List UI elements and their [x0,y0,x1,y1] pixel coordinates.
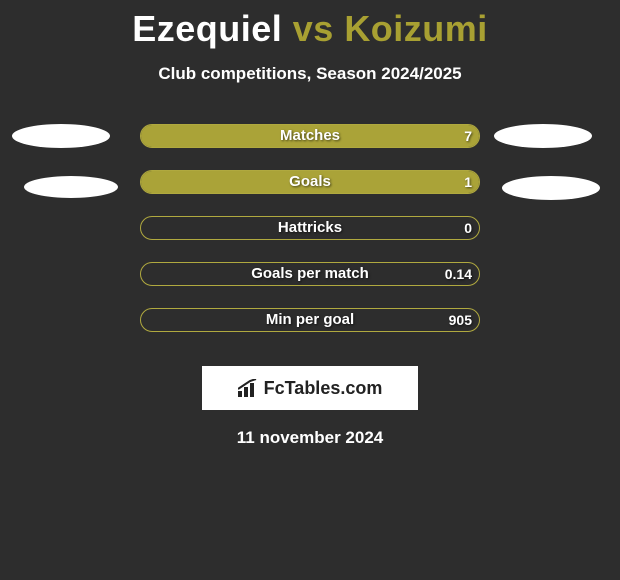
title-vs: vs [293,8,334,49]
bar-track [140,308,480,332]
decorative-ellipse [502,176,600,200]
player2-name: Koizumi [344,8,488,49]
bar-track [140,262,480,286]
decorative-ellipse [24,176,118,198]
comparison-chart: Matches7Goals1Hattricks0Goals per match0… [0,124,620,354]
player1-name: Ezequiel [132,8,282,49]
date-line: 11 november 2024 [0,428,620,448]
stat-row: Goals per match0.14 [0,262,620,308]
comparison-title: Ezequiel vs Koizumi [0,0,620,50]
bar-track [140,124,480,148]
bar-track [140,216,480,240]
bars-icon [238,379,260,397]
decorative-ellipse [494,124,592,148]
bar-track [140,170,480,194]
stat-row: Min per goal905 [0,308,620,354]
logo-text: FcTables.com [264,378,383,399]
bar-fill-right [141,171,479,193]
decorative-ellipse [12,124,110,148]
logo-box: FcTables.com [202,366,418,410]
bar-fill-right [141,125,479,147]
subtitle: Club competitions, Season 2024/2025 [0,64,620,84]
logo: FcTables.com [238,378,383,399]
stat-row: Hattricks0 [0,216,620,262]
